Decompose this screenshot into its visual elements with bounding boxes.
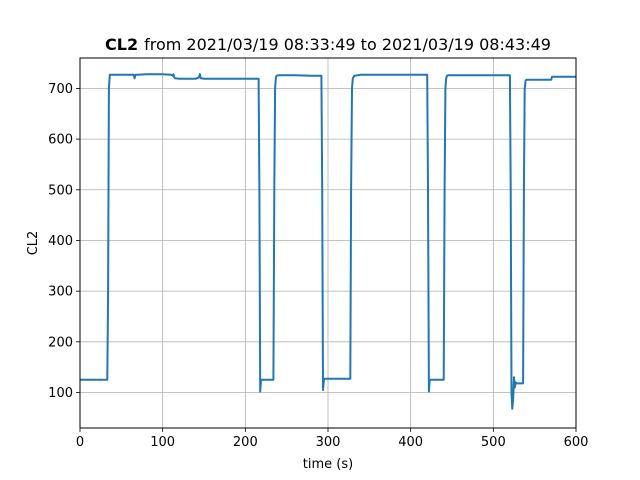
chart-title-bold: CL2	[105, 35, 138, 54]
x-tick-label: 0	[76, 435, 84, 450]
x-tick-label: 500	[481, 435, 506, 450]
series-line-1	[80, 73, 576, 410]
x-tick-label: 100	[150, 435, 175, 450]
x-tick-label: 600	[564, 435, 589, 450]
y-tick-label: 200	[48, 335, 73, 350]
y-tick-label: 600	[48, 133, 73, 148]
x-axis-label: time (s)	[303, 457, 353, 472]
y-axis-ticks: 100 200 300 400 500 600 700	[48, 82, 80, 401]
x-tick-label: 400	[398, 435, 423, 450]
chart-title-rest: from 2021/03/19 08:33:49 to 2021/03/19 0…	[144, 35, 551, 54]
y-tick-label: 500	[48, 183, 73, 198]
y-tick-label: 100	[48, 386, 73, 401]
x-tick-label: 300	[316, 435, 341, 450]
chart-title: CL2 from 2021/03/19 08:33:49 to 2021/03/1…	[105, 35, 551, 54]
x-axis-ticks: 0 100 200 300 400 500 600	[76, 428, 589, 450]
x-tick-label: 200	[233, 435, 258, 450]
grid-lines	[79, 58, 577, 428]
y-tick-label: 400	[48, 234, 73, 249]
y-tick-label: 300	[48, 285, 73, 300]
y-tick-label: 700	[48, 82, 73, 97]
y-axis-label: CL2	[26, 231, 41, 256]
plot-area	[80, 73, 576, 410]
